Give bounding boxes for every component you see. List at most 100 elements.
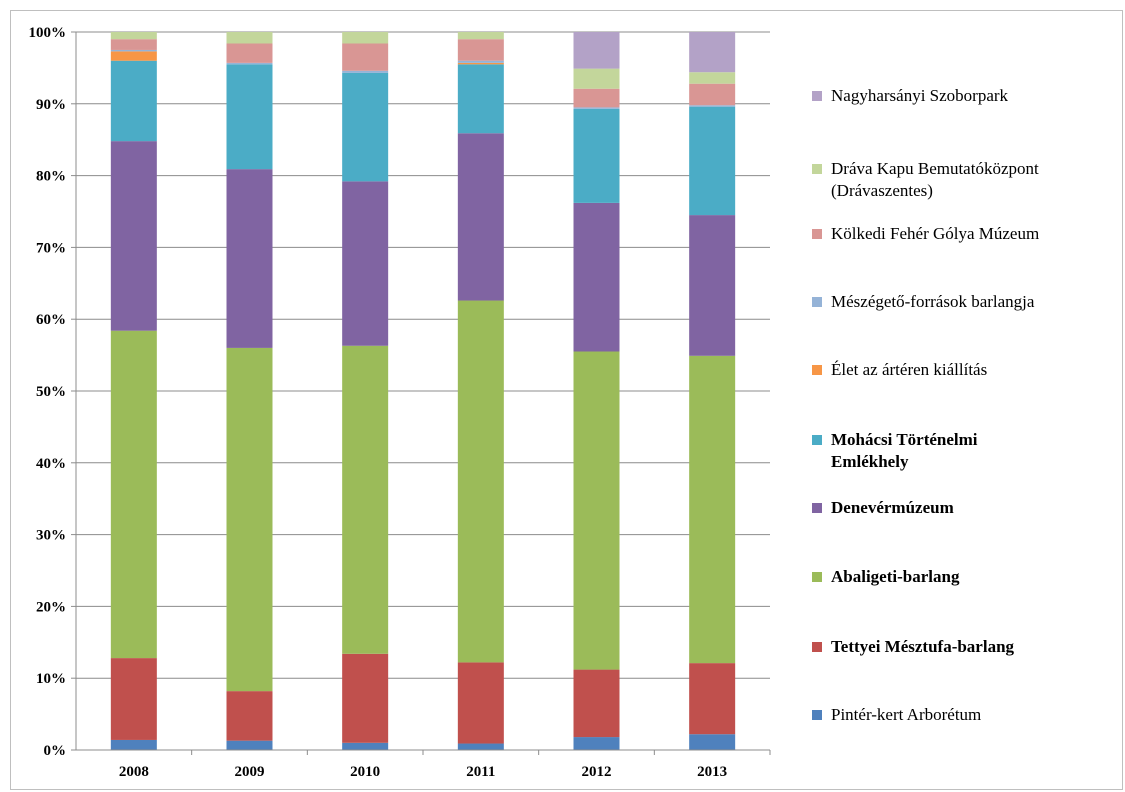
legend-item: Denevérmúzeum: [812, 498, 954, 517]
bar-segment: [110, 60, 157, 142]
legend: Nagyharsányi Szoborpark Dráva Kapu Bemuta…: [812, 86, 1039, 724]
legend-label: Mohácsi Történelmi Emlékhely: [831, 430, 978, 471]
legend-label: Élet az ártéren kiállítás: [831, 360, 987, 379]
bar-segment: [689, 105, 736, 107]
legend-label: Nagyharsányi Szoborpark: [831, 86, 1009, 105]
bar-segment: [689, 663, 736, 735]
bar-segment: [689, 32, 736, 73]
legend-item: Élet az ártéren kiállítás: [812, 360, 987, 379]
bars: [110, 32, 736, 750]
axes: [71, 31, 771, 755]
x-tick-label: 2010: [350, 764, 380, 780]
x-tick-label: 2013: [697, 764, 727, 780]
x-tick-label: 2012: [582, 764, 612, 780]
bar-segment: [457, 60, 504, 63]
x-tick-label: 2008: [119, 764, 149, 780]
y-tick-labels: 0% 10% 20% 30% 40% 50% 60% 70% 80% 90% 100%: [29, 25, 67, 759]
legend-swatch: [812, 297, 822, 307]
y-tick-label: 40%: [36, 456, 66, 472]
bar-segment: [573, 202, 620, 352]
legend-label: Tettyei Mésztufa-barlang: [831, 637, 1015, 656]
bar-segment: [226, 64, 273, 170]
bar-segment: [689, 734, 736, 750]
bar-segment: [226, 32, 273, 44]
legend-label: Abaligeti-barlang: [831, 567, 960, 586]
y-tick-label: 70%: [36, 240, 66, 256]
legend-label: Denevérmúzeum: [831, 498, 954, 517]
bar-segment: [226, 169, 273, 348]
legend-label: Mészégető-források barlangja: [831, 292, 1035, 311]
bar-segment: [457, 743, 504, 750]
y-tick-label: 10%: [36, 671, 66, 687]
legend-item: Pintér-kert Arborétum: [812, 705, 981, 724]
legend-item: Kölkedi Fehér Gólya Múzeum: [812, 224, 1039, 243]
bar-segment: [573, 108, 620, 203]
bar-segment: [689, 215, 736, 356]
y-tick-label: 50%: [36, 384, 66, 400]
bar-segment: [342, 43, 389, 71]
legend-swatch: [812, 229, 822, 239]
bar-segment: [573, 32, 620, 69]
legend-swatch: [812, 642, 822, 652]
bar-segment: [573, 88, 620, 108]
bar-segment: [342, 742, 389, 750]
y-tick-label: 30%: [36, 528, 66, 544]
bar-segment: [457, 662, 504, 744]
bar-segment: [573, 669, 620, 738]
x-tick-label: 2009: [235, 764, 265, 780]
legend-swatch: [812, 91, 822, 101]
bar-segment: [342, 653, 389, 743]
bar-segment: [342, 32, 389, 44]
bar-segment: [342, 70, 389, 73]
legend-item: Nagyharsányi Szoborpark: [812, 86, 1009, 105]
y-tick-label: 20%: [36, 599, 66, 615]
legend-label: Dráva Kapu Bemutatóközpont (Drávaszentes): [831, 159, 1039, 200]
legend-item: Tettyei Mésztufa-barlang: [812, 637, 1015, 656]
y-tick-label: 0%: [44, 743, 67, 759]
bar-segment: [689, 106, 736, 216]
bar-segment: [573, 68, 620, 89]
y-tick-label: 90%: [36, 97, 66, 113]
legend-item: Mohácsi Történelmi Emlékhely: [812, 430, 978, 471]
bar-segment: [110, 658, 157, 740]
bar-segment: [110, 39, 157, 50]
bar-segment: [689, 72, 736, 84]
legend-swatch: [812, 503, 822, 513]
bar-segment: [342, 72, 389, 182]
chart-frame: [10, 10, 1123, 790]
legend-swatch: [812, 435, 822, 445]
legend-swatch: [812, 572, 822, 582]
bar-segment: [457, 64, 504, 134]
x-tick-label: 2011: [466, 764, 495, 780]
bar-segment: [226, 740, 273, 750]
bar-segment: [110, 49, 157, 52]
bar-segment: [110, 330, 157, 659]
bar-segment: [342, 345, 389, 654]
bar-segment: [226, 43, 273, 63]
legend-item: Mészégető-források barlangja: [812, 292, 1035, 311]
bar-segment: [457, 133, 504, 301]
y-tick-label: 100%: [29, 25, 67, 41]
bar-segment: [573, 351, 620, 670]
bar-segment: [110, 739, 157, 750]
bar-segment: [457, 62, 504, 65]
legend-swatch: [812, 365, 822, 375]
y-tick-label: 80%: [36, 169, 66, 185]
gridlines: [76, 31, 770, 679]
bar-segment: [110, 32, 157, 40]
bar-segment: [573, 107, 620, 109]
legend-item: Abaligeti-barlang: [812, 567, 960, 586]
bar-segment: [573, 737, 620, 750]
legend-label: Kölkedi Fehér Gólya Múzeum: [831, 224, 1039, 243]
bar-segment: [457, 39, 504, 61]
legend-label: Pintér-kert Arborétum: [831, 705, 981, 724]
legend-swatch: [812, 164, 822, 174]
bar-segment: [689, 83, 736, 106]
bar-segment: [457, 32, 504, 40]
legend-swatch: [812, 710, 822, 720]
bar-segment: [457, 300, 504, 663]
bar-segment: [226, 347, 273, 692]
x-tick-labels: 2008 2009 2010 2011 2012 2013: [119, 764, 727, 780]
bar-segment: [226, 691, 273, 741]
